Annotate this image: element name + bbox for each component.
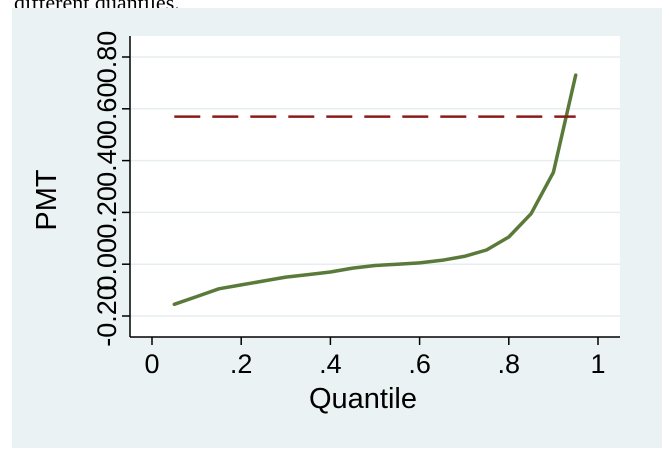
pmt-quantile-line bbox=[172, 73, 578, 307]
y-axis-title: PMT bbox=[31, 169, 63, 231]
line-chart: -0.200.000.200.400.600.80 0 .2 .4 .6 .8 1 Quant… bbox=[31, 31, 620, 415]
chart-frame: -0.20 0.00 0.20 0.40 0.60 0.80 0 .2 .4 .6 .8 1 Quant… bbox=[12, 8, 662, 448]
y-tick-label: -0.20 bbox=[92, 285, 122, 347]
y-tick-label: 0.60 bbox=[92, 83, 122, 136]
y-tick-label: 0.20 bbox=[92, 186, 122, 239]
x-axis-title: Quantile bbox=[309, 383, 417, 415]
y-tick-label: 0.00 bbox=[92, 238, 122, 291]
x-tick-label: 1 bbox=[590, 349, 605, 379]
x-tick-label: .2 bbox=[230, 349, 253, 379]
x-tick-label: .8 bbox=[498, 349, 521, 379]
x-tick-label: .4 bbox=[319, 349, 342, 379]
y-tick-label: 0.80 bbox=[92, 31, 122, 84]
x-tick-label: 0 bbox=[144, 349, 159, 379]
y-tick-label: 0.40 bbox=[92, 134, 122, 187]
x-tick-label: .6 bbox=[408, 349, 431, 379]
plot-area bbox=[130, 36, 620, 337]
